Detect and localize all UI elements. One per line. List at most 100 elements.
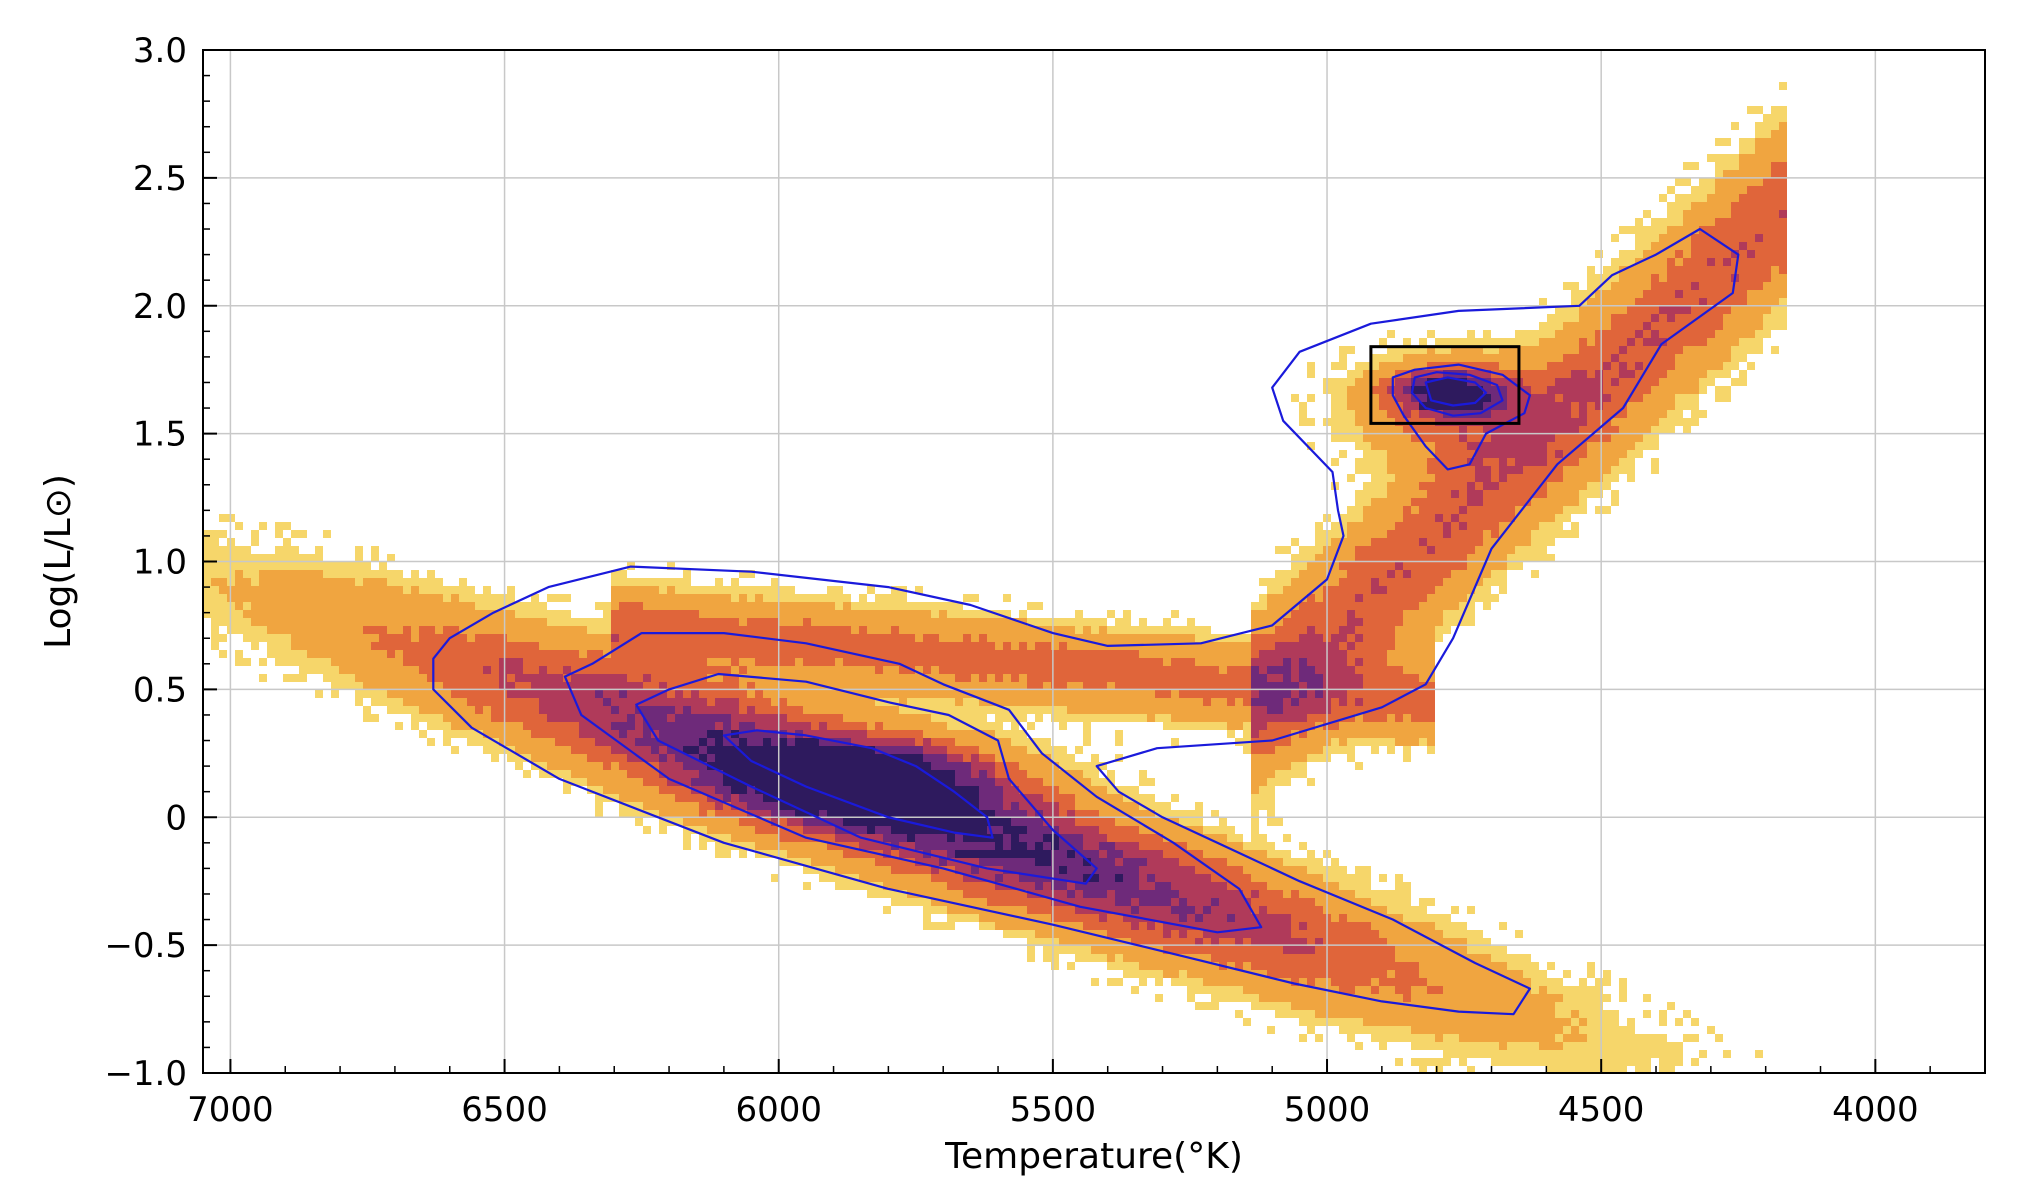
density-cell (1067, 938, 1075, 946)
density-cell (283, 602, 291, 610)
density-cell (1331, 858, 1339, 866)
density-cell (763, 586, 771, 594)
density-cell (987, 650, 995, 658)
density-cell (1227, 650, 1235, 658)
density-cell (747, 626, 755, 634)
density-cell (1299, 962, 1307, 970)
density-cell (1163, 914, 1171, 922)
density-cell (427, 642, 435, 650)
density-cell (1027, 690, 1035, 698)
density-cell (915, 722, 923, 730)
density-cell (1163, 946, 1171, 954)
density-cell (1163, 650, 1171, 658)
density-cell (307, 650, 315, 658)
density-cell (483, 698, 491, 706)
density-cell (1179, 938, 1187, 946)
density-cell (1195, 682, 1203, 690)
density-cell (211, 546, 219, 554)
density-cell (1211, 986, 1219, 994)
density-cell (483, 746, 491, 754)
density-cell (299, 642, 307, 650)
density-cell (723, 594, 731, 602)
density-cell (715, 778, 723, 786)
density-cell (699, 618, 707, 626)
density-cell (1187, 946, 1195, 954)
density-cell (651, 610, 659, 618)
density-cell (883, 762, 891, 770)
density-cell (659, 610, 667, 618)
density-cell (867, 642, 875, 650)
density-cell (1099, 634, 1107, 642)
density-cell (587, 762, 595, 770)
density-cell (803, 706, 811, 714)
density-cell (251, 554, 259, 562)
density-cell (851, 674, 859, 682)
density-cell (707, 746, 715, 754)
density-cell (1347, 658, 1355, 666)
density-cell (1099, 802, 1107, 810)
density-cell (1339, 722, 1347, 730)
density-cell (795, 778, 803, 786)
density-cell (571, 666, 579, 674)
density-cell (1123, 690, 1131, 698)
density-cell (1331, 458, 1339, 466)
density-cell (691, 682, 699, 690)
density-cell (1083, 898, 1091, 906)
density-cell (435, 714, 443, 722)
density-cell (619, 650, 627, 658)
density-cell (1371, 914, 1379, 922)
density-cell (531, 746, 539, 754)
density-cell (843, 626, 851, 634)
density-cell (1067, 682, 1075, 690)
density-cell (715, 738, 723, 746)
density-cell (259, 586, 267, 594)
density-cell (1027, 842, 1035, 850)
density-cell (1355, 882, 1363, 890)
density-cell (1171, 946, 1179, 954)
density-cell (1387, 922, 1395, 930)
density-cell (251, 594, 259, 602)
density-cell (419, 650, 427, 658)
density-cell (739, 770, 747, 778)
density-cell (451, 746, 459, 754)
density-cell (947, 874, 955, 882)
density-cell (779, 818, 787, 826)
density-cell (1115, 690, 1123, 698)
density-cell (603, 642, 611, 650)
density-cell (555, 658, 563, 666)
density-cell (859, 642, 867, 650)
density-cell (1371, 434, 1379, 442)
density-cell (867, 634, 875, 642)
density-cell (1187, 882, 1195, 890)
density-cell (1339, 1010, 1347, 1018)
density-cell (1267, 1002, 1275, 1010)
density-cell (987, 722, 995, 730)
density-cell (1003, 930, 1011, 938)
density-cell (827, 858, 835, 866)
density-cell (515, 650, 523, 658)
density-cell (1291, 930, 1299, 938)
density-cell (1059, 826, 1067, 834)
density-cell (675, 770, 683, 778)
density-cell (1275, 682, 1283, 690)
density-cell (1355, 1010, 1363, 1018)
density-cell (1115, 842, 1123, 850)
density-cell (787, 698, 795, 706)
density-cell (1107, 698, 1115, 706)
density-cell (1035, 786, 1043, 794)
density-cell (771, 746, 779, 754)
density-cell (291, 578, 299, 586)
density-cell (1339, 954, 1347, 962)
density-cell (851, 850, 859, 858)
density-cell (259, 578, 267, 586)
density-cell (1187, 898, 1195, 906)
density-cell (827, 738, 835, 746)
density-cell (1243, 962, 1251, 970)
density-cell (875, 610, 883, 618)
density-cell (331, 610, 339, 618)
density-cell (1387, 746, 1395, 754)
density-cell (803, 746, 811, 754)
density-cell (1043, 850, 1051, 858)
density-cell (827, 594, 835, 602)
density-cell (1051, 778, 1059, 786)
